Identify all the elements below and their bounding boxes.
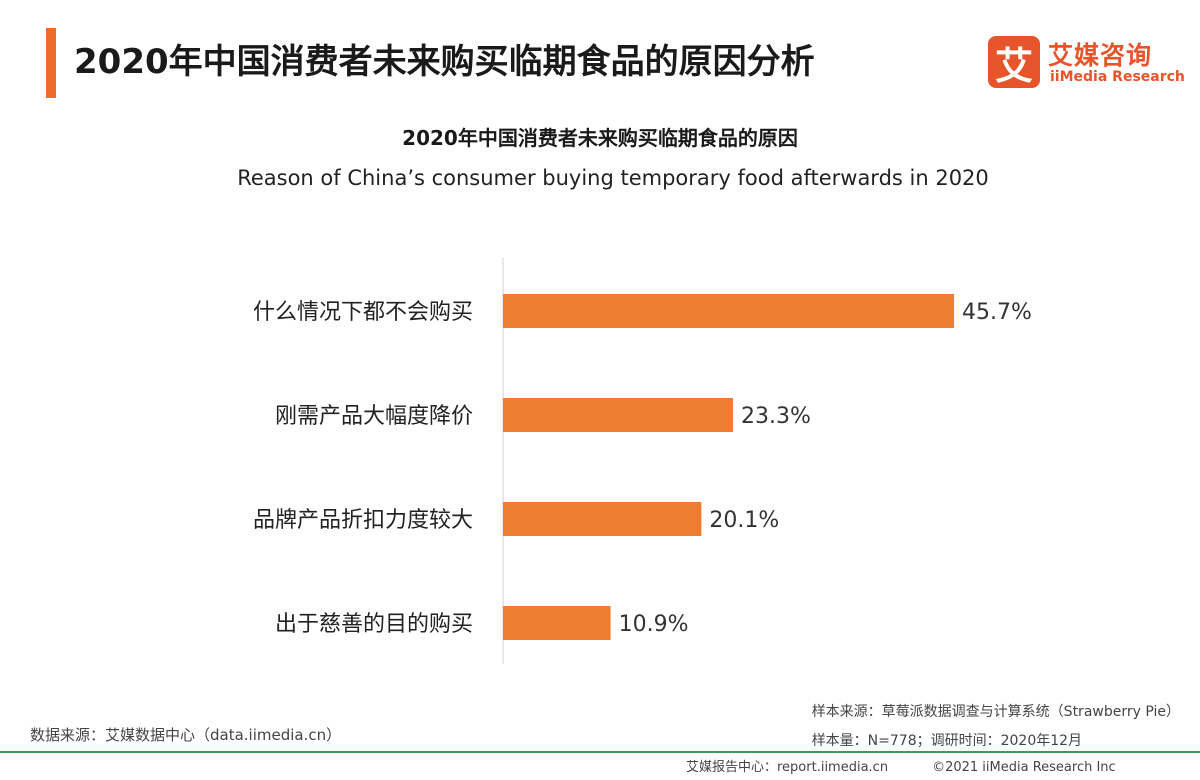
category-label-4: 出于慈善的目的购买 bbox=[275, 612, 473, 637]
logo-text-cn: 艾媒咨询 bbox=[1048, 41, 1153, 70]
logo-mark: 艾 bbox=[988, 36, 1040, 88]
bar-2 bbox=[503, 398, 733, 432]
copyright: ©2021 iiMedia Research Inc bbox=[932, 760, 1116, 775]
value-label-4: 10.9% bbox=[619, 612, 689, 637]
category-label-2: 刚需产品大幅度降价 bbox=[275, 404, 473, 429]
bar-4 bbox=[503, 606, 611, 640]
footer-bottom: 艾媒报告中心：report.iimedia.cn ©2021 iiMedia Re… bbox=[686, 756, 1116, 775]
title-accent-bar bbox=[46, 28, 56, 98]
bar-1 bbox=[503, 294, 955, 328]
report-center-link[interactable]: 艾媒报告中心：report.iimedia.cn bbox=[686, 760, 889, 775]
data-source: 数据来源：艾媒数据中心（data.iimedia.cn） bbox=[30, 726, 342, 744]
category-label-1: 什么情况下都不会购买 bbox=[253, 300, 473, 325]
logo-text-en: iiMedia Research bbox=[1050, 69, 1185, 85]
sample-size: 样本量：N=778；调研时间：2020年12月 bbox=[811, 733, 1083, 749]
chart-title: 2020年中国消费者未来购买临期食品的原因 bbox=[402, 126, 798, 150]
iimedia-logo: 艾 艾媒咨询 iiMedia Research bbox=[988, 36, 1185, 90]
chart-subtitle: Reason of China’s consumer buying tempor… bbox=[237, 166, 989, 190]
footer-divider bbox=[0, 751, 1200, 753]
value-label-2: 23.3% bbox=[741, 404, 811, 429]
bar-3 bbox=[503, 502, 702, 536]
page-title: 2020年中国消费者未来购买临期食品的原因分析 bbox=[74, 42, 815, 82]
sample-source: 样本来源：草莓派数据调查与计算系统（Strawberry Pie） bbox=[811, 704, 1180, 720]
sample-info: 样本来源：草莓派数据调查与计算系统（Strawberry Pie） 样本量：N=… bbox=[812, 698, 1180, 756]
category-label-3: 品牌产品折扣力度较大 bbox=[253, 508, 473, 533]
value-label-3: 20.1% bbox=[709, 508, 779, 533]
value-label-1: 45.7% bbox=[962, 300, 1032, 325]
